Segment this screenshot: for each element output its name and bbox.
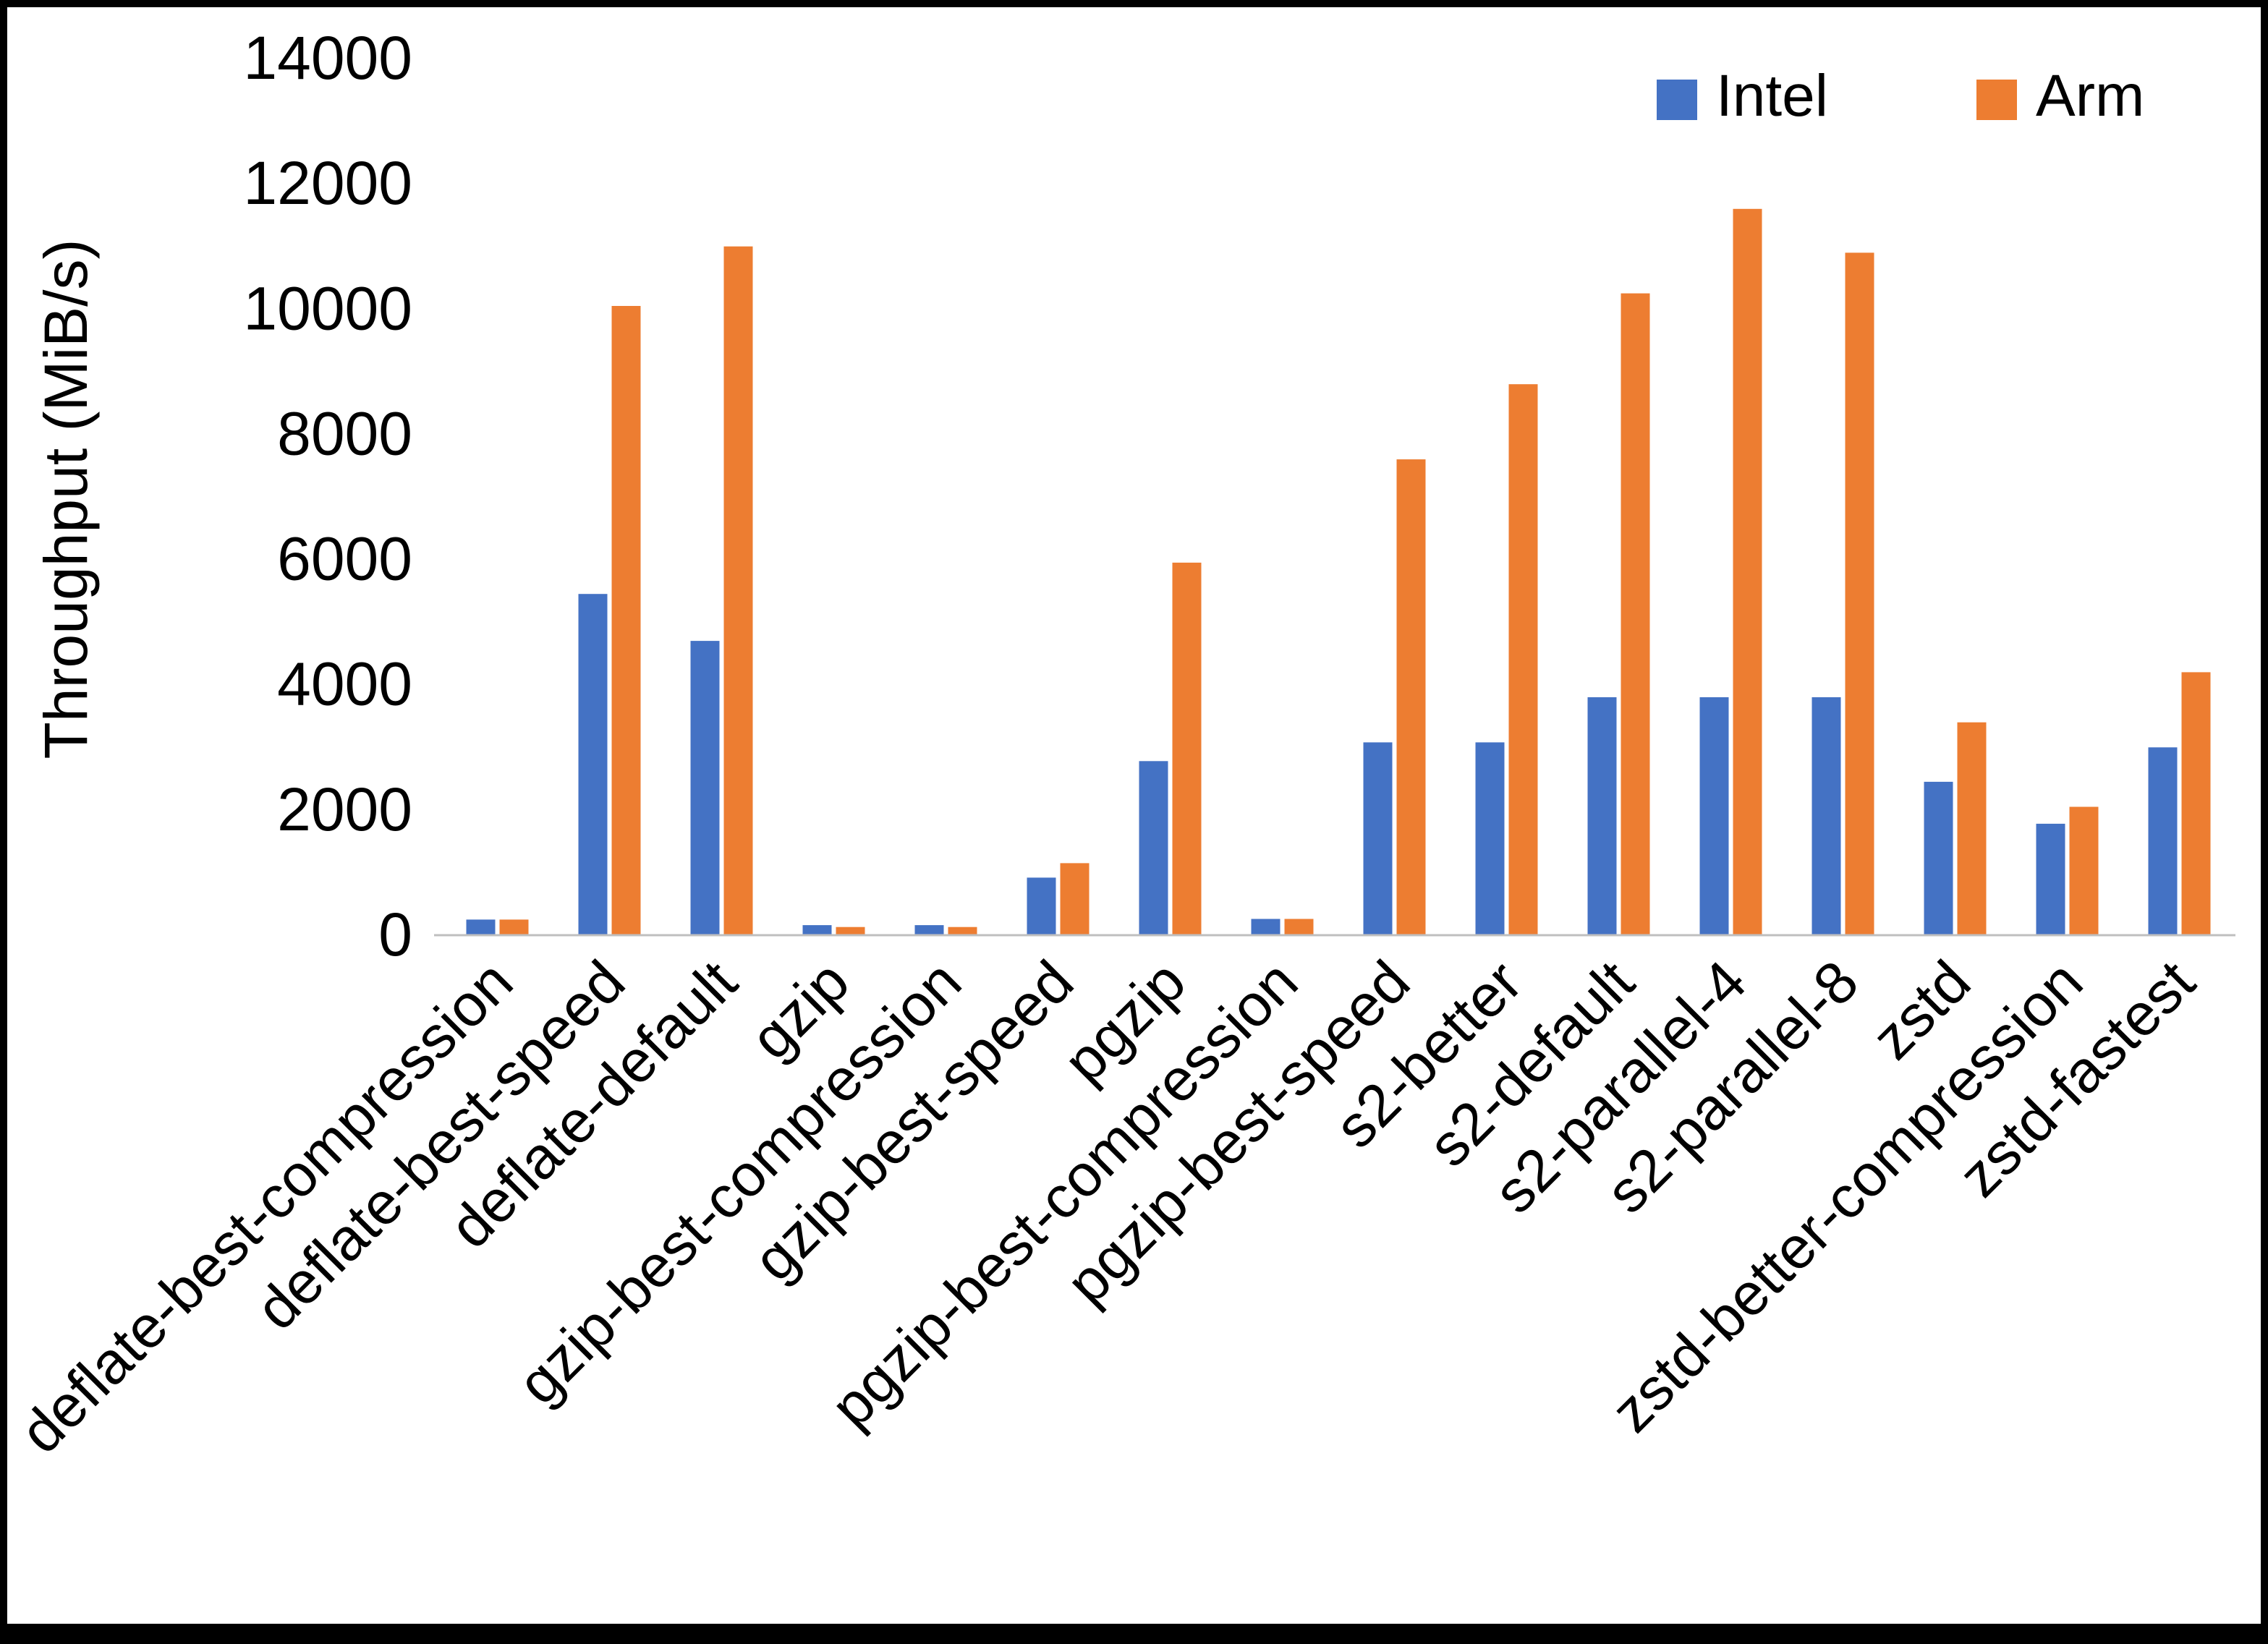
bar-arm-gzip [836, 927, 865, 935]
bar-intel-zstd-fastest [2148, 747, 2178, 935]
bar-arm-pgzip-best-compression [1284, 919, 1314, 935]
x-axis-labels: deflate-best-compressiondeflate-best-spe… [8, 948, 2208, 1466]
bar-arm-deflate-best-speed [611, 306, 641, 935]
y-tick-label: 2000 [277, 775, 412, 843]
bar-intel-gzip [802, 925, 832, 935]
y-tick-label: 6000 [277, 525, 412, 593]
legend-swatch-intel [1657, 80, 1697, 120]
bar-arm-zstd-better-compression [2069, 806, 2099, 935]
bar-arm-deflate-default [723, 246, 753, 935]
bar-intel-s2-parallel-4 [1699, 697, 1729, 935]
legend-item-intel: Intel [1657, 63, 1828, 129]
legend-swatch-arm [1976, 80, 2017, 120]
bar-arm-pgzip-best-speed [1396, 459, 1426, 935]
bar-intel-gzip-best-compression [914, 925, 944, 935]
bar-intel-s2-better [1475, 742, 1505, 935]
y-axis-title: Throughput (MiB/s) [32, 239, 100, 759]
bar-intel-pgzip-best-speed [1363, 742, 1393, 935]
bar-intel-pgzip [1139, 761, 1168, 935]
bar-arm-pgzip [1172, 562, 1202, 935]
legend-item-arm: Arm [1976, 63, 2144, 129]
bar-arm-gzip-best-speed [1060, 863, 1090, 935]
bar-chart: Throughput (MiB/s) 0 2000 4000 6000 8000 1000… [8, 24, 2235, 1466]
y-tick-label: 8000 [277, 399, 412, 467]
bar-intel-zstd-better-compression [2036, 823, 2065, 935]
legend-label-arm: Arm [2036, 63, 2144, 129]
y-tick-label: 4000 [277, 650, 412, 718]
bar-arm-zstd-fastest [2181, 672, 2211, 935]
bar-intel-zstd [1924, 781, 1953, 935]
y-tick-label: 12000 [243, 149, 412, 217]
bar-arm-zstd [1957, 722, 1987, 935]
bar-intel-s2-default [1587, 697, 1617, 935]
legend-label-intel: Intel [1716, 63, 1828, 129]
legend: Intel Arm [1657, 63, 2144, 129]
bar-arm-deflate-best-compression [499, 919, 529, 935]
bar-arm-s2-parallel-8 [1845, 252, 1874, 935]
bar-arm-gzip-best-compression [948, 927, 977, 935]
bar-intel-gzip-best-speed [1027, 877, 1056, 935]
bar-intel-pgzip-best-compression [1251, 919, 1280, 935]
bar-intel-deflate-best-speed [578, 594, 608, 935]
bar-intel-s2-parallel-8 [1812, 697, 1841, 935]
bar-intel-deflate-best-compression [466, 919, 496, 935]
bar-arm-s2-default [1621, 293, 1650, 936]
bar-intel-deflate-default [690, 641, 720, 935]
y-tick-label: 0 [378, 900, 412, 968]
y-axis-tick-labels: 0 2000 4000 6000 8000 10000 12000 14000 [243, 24, 412, 968]
bar-arm-s2-parallel-4 [1733, 208, 1762, 935]
bar-arm-s2-better [1508, 384, 1538, 935]
y-tick-label: 14000 [243, 24, 412, 92]
y-tick-label: 10000 [243, 274, 412, 342]
bars-group [466, 208, 2211, 936]
